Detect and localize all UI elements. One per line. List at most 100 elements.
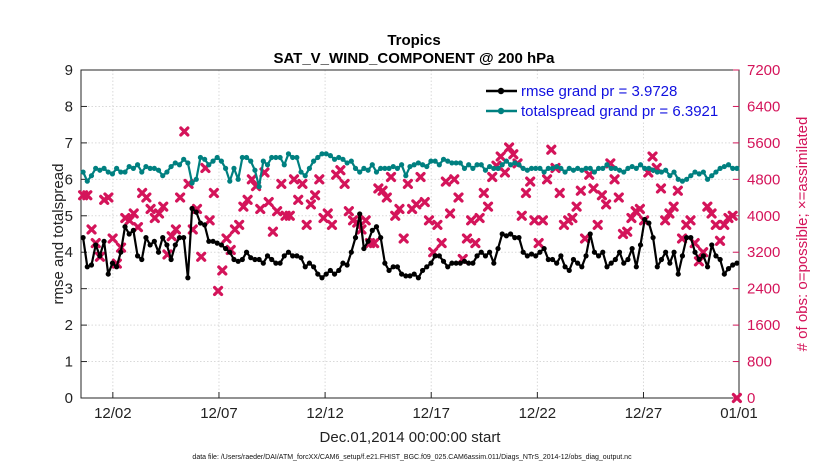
rmse-point	[549, 256, 556, 263]
obs-point	[276, 178, 287, 189]
rmse-point	[692, 249, 698, 255]
totalspread-point	[528, 165, 535, 171]
totalspread-point	[340, 156, 346, 162]
totalspread-point	[520, 165, 526, 171]
totalspread-point	[461, 165, 468, 171]
totalspread-point	[193, 176, 199, 182]
rmse-point	[378, 235, 384, 241]
rmse-point	[713, 253, 719, 259]
totalspread-point	[524, 167, 530, 173]
totalspread-point	[734, 165, 740, 171]
obs-point	[255, 203, 266, 215]
obs-point	[221, 233, 232, 244]
y2-tick-label: 0	[747, 390, 755, 407]
legend-rmse-marker	[497, 87, 505, 95]
rmse-point	[390, 264, 396, 270]
y2-tick-label: 3200	[747, 244, 780, 261]
y-tick-label: 2	[65, 317, 73, 334]
obs-point	[685, 215, 696, 226]
rmse-point	[600, 249, 606, 255]
totalspread-point	[646, 165, 652, 171]
rmse-point	[97, 253, 103, 259]
totalspread-point	[482, 167, 489, 173]
totalspread-point	[294, 154, 300, 161]
totalspread-point	[637, 162, 644, 168]
rmse-point	[118, 249, 124, 255]
totalspread-point	[499, 162, 505, 168]
rmse-point	[298, 255, 304, 261]
rmse-point	[206, 238, 212, 244]
totalspread-point	[373, 169, 380, 175]
rmse-point	[285, 249, 292, 255]
legend-rmse-label: rmse grand pr = 3.9728	[521, 83, 677, 100]
totalspread-point	[319, 151, 325, 157]
legend-spread-marker	[497, 107, 505, 115]
totalspread-point	[147, 165, 153, 171]
totalspread-point	[290, 154, 296, 161]
rmse-point	[407, 273, 413, 279]
rmse-point	[231, 256, 237, 263]
totalspread-point	[197, 154, 204, 161]
obs-point	[634, 203, 645, 215]
rmse-point	[80, 235, 86, 241]
rmse-point	[302, 264, 308, 270]
totalspread-point	[403, 173, 409, 179]
obs-point	[124, 215, 135, 226]
obs-point	[309, 190, 321, 201]
obs-point	[166, 231, 177, 242]
rmse-point	[419, 267, 426, 274]
obs-point	[297, 178, 308, 189]
obs-point	[731, 392, 742, 404]
rmse-point	[545, 256, 551, 263]
totalspread-point	[545, 165, 551, 171]
totalspread-point	[281, 162, 287, 168]
rmse-point	[608, 260, 614, 266]
rmse-point	[482, 253, 489, 259]
rmse-point	[365, 238, 371, 244]
rmse-point	[524, 253, 530, 259]
totalspread-point	[118, 169, 124, 175]
obs-point	[516, 210, 527, 221]
obs-point	[377, 185, 388, 196]
x-axis-ticks: 12/02 12/07 12/12 12/17 12/22 12/27 01/01	[94, 392, 758, 422]
rmse-point	[227, 249, 233, 255]
totalspread-point	[541, 169, 547, 175]
rmse-point	[671, 249, 677, 255]
rmse-point	[101, 238, 107, 244]
y2-tick-label: 2400	[747, 281, 780, 298]
totalspread-point	[516, 162, 522, 168]
rmse-point	[331, 271, 338, 277]
rmse-point	[424, 264, 430, 270]
rmse-point	[369, 227, 375, 233]
obs-point	[714, 235, 726, 246]
obs-point	[381, 192, 392, 203]
totalspread-point	[730, 165, 736, 171]
totalspread-point	[126, 163, 132, 170]
obs-point	[520, 187, 532, 199]
obs-point	[588, 183, 599, 194]
rmse-point	[696, 256, 702, 263]
rmse-point	[336, 267, 342, 274]
obs-point	[234, 219, 245, 230]
totalspread-point	[114, 165, 120, 171]
x-tick-label: 12/17	[412, 405, 450, 422]
obs-point	[453, 192, 464, 203]
legend: rmse grand pr = 3.9728 totalspread grand…	[479, 79, 733, 123]
totalspread-point	[629, 163, 635, 170]
rmse-point	[499, 231, 505, 237]
totalspread-point	[218, 158, 225, 164]
totalspread-point	[570, 167, 577, 173]
chart-title: Tropics	[387, 32, 440, 49]
rmse-point	[181, 235, 187, 241]
x-tick-label: 12/12	[306, 405, 344, 422]
rmse-point	[319, 275, 325, 281]
totalspread-point	[495, 165, 501, 171]
rmse-point	[327, 267, 333, 274]
rmse-point	[357, 211, 363, 217]
obs-point	[592, 219, 603, 230]
y2-tick-label: 5600	[747, 135, 780, 152]
rmse-point	[160, 235, 166, 241]
obs-point	[537, 215, 548, 226]
totalspread-point	[306, 165, 313, 171]
obs-point	[567, 212, 578, 224]
